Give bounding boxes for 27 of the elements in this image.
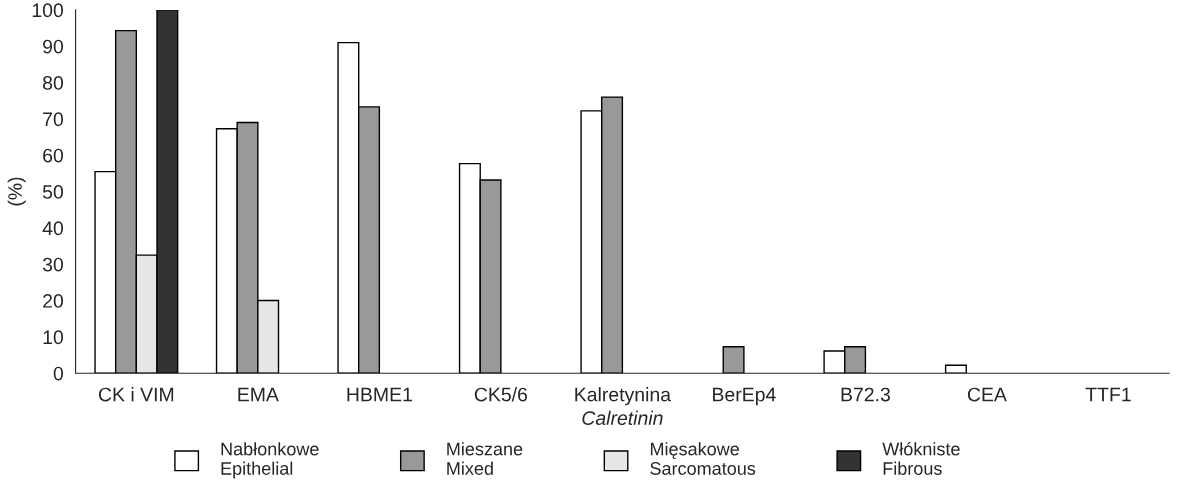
y-tick-label: 80 — [43, 76, 64, 90]
x-tick-label: BerEp4 — [713, 387, 776, 406]
x-tick-label: Kalretynina Calretinin — [575, 387, 672, 426]
legend-label: Włókniste Fibrous — [882, 441, 960, 475]
x-tick-label: EMA — [238, 387, 279, 402]
y-tick-label: 20 — [43, 294, 64, 308]
x-tick-label: B72.3 — [841, 387, 890, 402]
y-axis-title: (%) — [7, 177, 26, 206]
y-tick-label: 60 — [43, 148, 64, 163]
legend-label: Nabłonkowe Epithelial — [221, 442, 319, 479]
legend-label: Mieszane Mixed — [447, 442, 523, 475]
bar — [944, 364, 967, 374]
y-tick-label: 0 — [53, 366, 64, 381]
y-tick-label: 10 — [43, 330, 64, 345]
y-tick-label: 30 — [42, 257, 64, 272]
y-tick-label: 100 — [32, 3, 64, 18]
bar — [722, 346, 745, 374]
x-tick-label: CK5/6 — [474, 387, 528, 402]
y-tick-label: 90 — [43, 39, 64, 54]
x-tick-label: CK i VIM — [98, 387, 174, 402]
x-tick-label: HBME1 — [347, 387, 412, 402]
legend-label: Mięsakowe Sarcomatous — [650, 442, 756, 475]
x-tick-label: TTF1 — [1085, 387, 1131, 402]
x-tick-label: CEA — [967, 387, 1007, 402]
y-tick-label: 50 — [42, 185, 64, 199]
y-tick-label: 70 — [43, 112, 64, 127]
y-tick-label: 40 — [42, 221, 64, 236]
